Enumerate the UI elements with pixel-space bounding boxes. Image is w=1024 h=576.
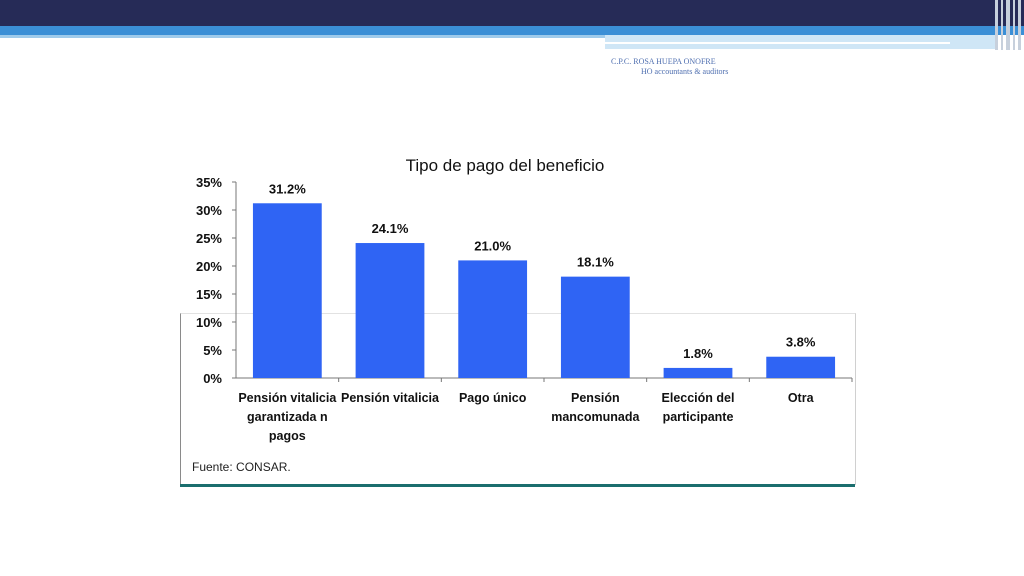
y-tick-label: 30% (196, 203, 222, 218)
bar (458, 260, 528, 378)
category-label: pagos (269, 429, 306, 443)
category-label: Pensión vitalicia (341, 391, 440, 405)
chart-title: Tipo de pago del beneficio (405, 156, 605, 175)
category-label: Pensión (571, 391, 620, 405)
header-bar (0, 0, 1024, 26)
data-label: 18.1% (577, 255, 614, 270)
author-credit: C.P.C. ROSA HUEPA ONOFRE HO accountants … (611, 57, 728, 77)
data-label: 3.8% (786, 335, 816, 350)
category-label: mancomunada (551, 410, 640, 424)
y-tick-label: 10% (196, 315, 222, 330)
data-label: 24.1% (372, 221, 409, 236)
bar (355, 243, 425, 378)
bar (252, 203, 322, 378)
header-stripe-line (605, 42, 950, 44)
category-label: Pensión vitalicia (238, 391, 337, 405)
y-tick-label: 35% (196, 175, 222, 190)
category-label: garantizada n (247, 410, 328, 424)
author-firm: HO accountants & auditors (641, 67, 729, 76)
category-label: Elección del (662, 391, 735, 405)
category-label: participante (663, 410, 734, 424)
chart-frame-bottom-border (180, 484, 855, 487)
header-stripe-light (0, 35, 605, 38)
bar (766, 356, 836, 378)
header-corner-decoration (993, 0, 1024, 50)
y-tick-label: 20% (196, 259, 222, 274)
data-label: 1.8% (683, 346, 713, 361)
y-tick-label: 15% (196, 287, 222, 302)
y-tick-label: 5% (203, 343, 222, 358)
category-label: Otra (788, 391, 815, 405)
data-label: 31.2% (269, 181, 306, 196)
source-note: Fuente: CONSAR. (192, 460, 291, 474)
header-stripe (0, 26, 1024, 35)
category-label: Pago único (459, 391, 527, 405)
author-name: C.P.C. ROSA HUEPA ONOFRE (611, 57, 716, 66)
y-tick-label: 25% (196, 231, 222, 246)
data-label: 21.0% (474, 238, 511, 253)
bar (663, 367, 733, 378)
y-tick-label: 0% (203, 371, 222, 386)
bar-chart: 0% 5% 10% 15% 20% 25% 30% 35% 31.2% Pensión vital… (196, 175, 853, 443)
bar (560, 276, 630, 378)
